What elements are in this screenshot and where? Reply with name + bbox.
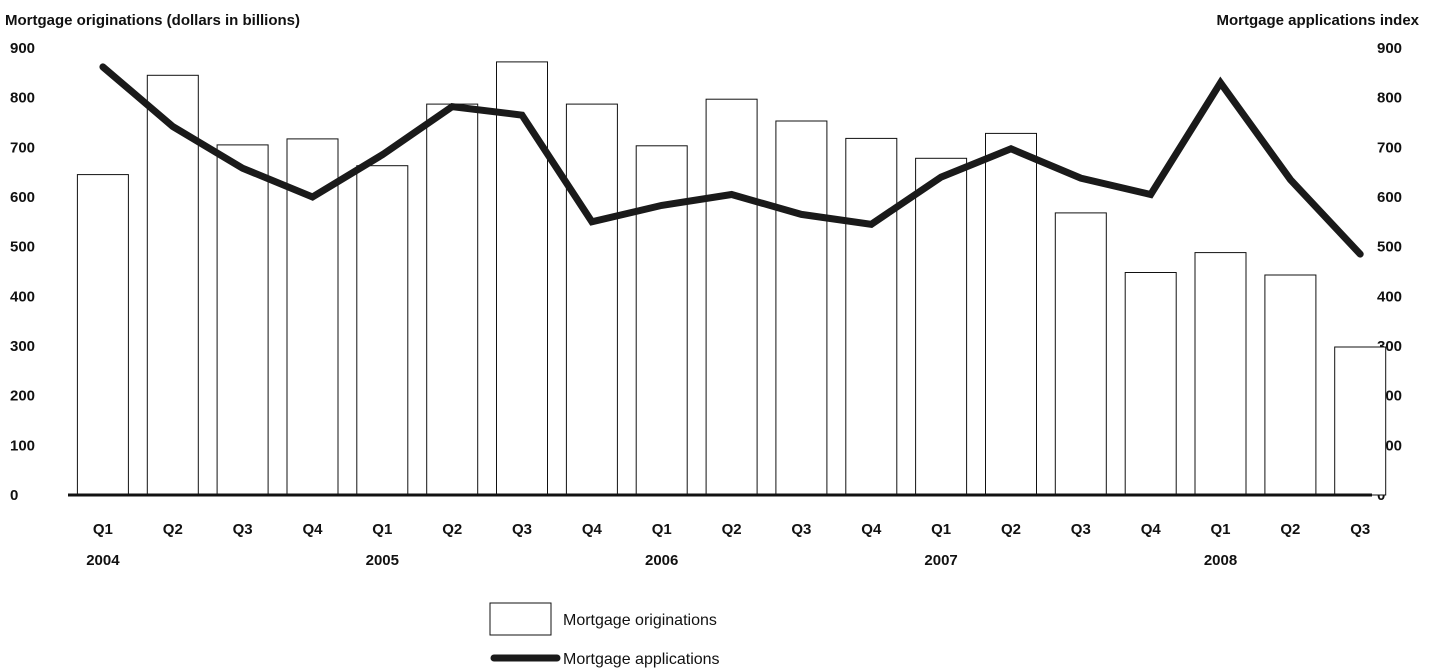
quarter-label: Q4 — [302, 521, 323, 538]
quarter-label: Q1 — [931, 521, 951, 538]
year-label: 2006 — [645, 552, 678, 569]
right-tick-label: 900 — [1377, 40, 1402, 57]
quarter-label: Q3 — [512, 521, 532, 538]
legend: Mortgage originations Mortgage applicati… — [489, 602, 720, 668]
applications-line — [99, 63, 1364, 258]
left-tick-label: 100 — [10, 437, 35, 454]
right-tick-label: 600 — [1377, 189, 1402, 206]
year-label: 2004 — [86, 552, 120, 569]
right-tick-label: 500 — [1377, 239, 1402, 256]
year-labels: 2004 2005 2006 2007 2008 — [86, 552, 1237, 569]
originations-bar — [216, 144, 269, 496]
quarter-label: Q3 — [1071, 521, 1091, 538]
originations-bar — [565, 103, 618, 496]
quarter-label: Q1 — [372, 521, 392, 538]
quarter-label: Q2 — [1280, 521, 1300, 538]
left-tick-label: 200 — [10, 388, 35, 405]
bars — [76, 61, 1387, 496]
quarter-labels: Q1 Q2 Q3 Q4 Q1 Q2 Q3 Q4 Q1 Q2 Q3 Q4 Q1 Q2 Q3 Q4 Q1 Q2 Q3 — [93, 521, 1370, 538]
originations-bar — [705, 98, 758, 496]
quarter-label: Q3 — [1350, 521, 1370, 538]
originations-bar — [775, 120, 828, 496]
originations-bar — [426, 103, 479, 496]
year-label: 2007 — [924, 552, 957, 569]
originations-bar — [1054, 212, 1107, 496]
quarter-label: Q3 — [791, 521, 811, 538]
originations-bar — [1194, 252, 1247, 496]
legend-applications-label: Mortgage applications — [563, 651, 720, 668]
legend-originations-label: Mortgage originations — [563, 612, 717, 629]
quarter-label: Q4 — [1141, 521, 1162, 538]
left-tick-label: 300 — [10, 338, 35, 355]
left-tick-label: 0 — [10, 487, 18, 504]
originations-bar — [635, 145, 688, 496]
quarter-label: Q4 — [861, 521, 882, 538]
right-axis-title: Mortgage applications index — [1216, 12, 1419, 29]
legend-originations-swatch — [489, 602, 552, 636]
originations-bar — [915, 157, 968, 496]
left-axis-title: Mortgage originations (dollars in billio… — [5, 12, 300, 29]
quarter-label: Q1 — [1210, 521, 1230, 538]
originations-bar — [1264, 274, 1317, 496]
quarter-label: Q1 — [93, 521, 113, 538]
right-tick-label: 700 — [1377, 139, 1402, 156]
originations-bar — [76, 174, 129, 496]
originations-bar — [1124, 272, 1177, 496]
quarter-label: Q1 — [652, 521, 672, 538]
originations-bar — [356, 165, 409, 496]
year-label: 2005 — [366, 552, 399, 569]
originations-bar — [845, 137, 898, 496]
left-tick-label: 700 — [10, 139, 35, 156]
quarter-label: Q2 — [722, 521, 742, 538]
left-tick-label: 600 — [10, 189, 35, 206]
quarter-label: Q3 — [233, 521, 253, 538]
left-tick-label: 500 — [10, 239, 35, 256]
quarter-label: Q2 — [163, 521, 183, 538]
originations-bar — [1334, 346, 1387, 496]
right-tick-label: 400 — [1377, 288, 1402, 305]
quarter-label: Q2 — [1001, 521, 1021, 538]
originations-bar — [985, 132, 1037, 496]
quarter-label: Q2 — [442, 521, 462, 538]
left-tick-label: 900 — [10, 40, 35, 57]
quarter-label: Q4 — [582, 521, 603, 538]
left-tick-label: 800 — [10, 90, 35, 107]
originations-bar — [496, 61, 548, 496]
year-label: 2008 — [1204, 552, 1237, 569]
left-tick-label: 400 — [10, 288, 35, 305]
originations-bar — [146, 74, 199, 496]
right-tick-label: 800 — [1377, 90, 1402, 107]
left-tick-labels: 900 800 700 600 500 400 300 200 100 0 — [10, 40, 35, 504]
